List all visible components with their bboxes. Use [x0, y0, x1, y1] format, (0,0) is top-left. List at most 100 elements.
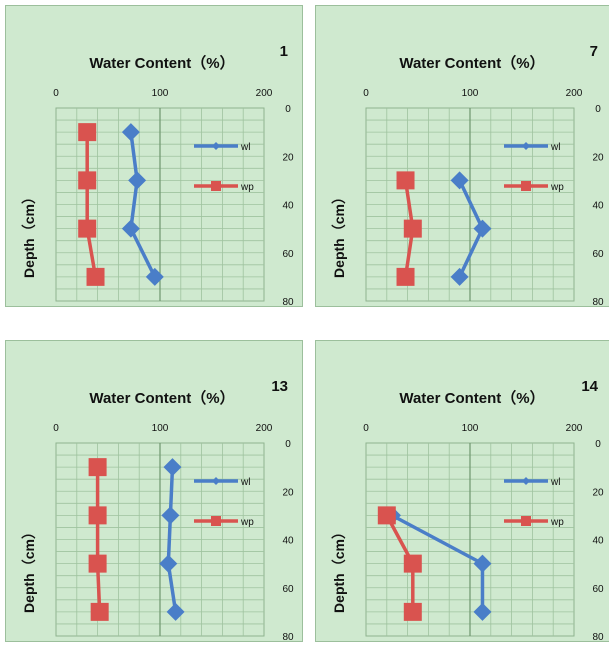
panel-label: 14 [581, 378, 598, 395]
data-point-wl [161, 506, 180, 525]
x-tick-label: 200 [566, 88, 583, 99]
legend-label-wl: wl [550, 142, 560, 153]
x-tick-label: 100 [152, 88, 169, 99]
data-point-wp [86, 267, 105, 286]
data-point-wp [88, 458, 107, 477]
chart-svg: Water Content（%） 13 0 100 200 0 20 40 60 80 Depth（… [21, 378, 294, 642]
series-wl [121, 123, 164, 286]
y-tick-label: 40 [592, 201, 604, 212]
y-tick-label: 0 [285, 104, 291, 115]
legend-label-wp: wp [240, 517, 254, 528]
y-axis-label: Depth（cm） [331, 190, 347, 278]
series-wl [450, 171, 492, 286]
legend-label-wl: wl [240, 142, 250, 153]
series-line-wl [129, 131, 157, 278]
legend-label-wp: wp [550, 182, 564, 193]
legend: wl wp [194, 477, 254, 528]
data-point-wp [78, 123, 97, 142]
y-axis-label: Depth（cm） [331, 525, 347, 613]
y-tick-label: 0 [595, 439, 601, 450]
chart-svg: Water Content（%） 14 0 100 200 0 20 40 60 80 Depth（… [331, 378, 604, 642]
series-line-wl [166, 467, 178, 613]
legend-label-wl: wl [240, 477, 250, 488]
chart-svg: Water Content（%） 1 0 100 200 0 20 40 60 80 Depth（c… [21, 43, 294, 307]
series-wp [78, 123, 105, 286]
legend: wl wp [194, 142, 254, 193]
chart-panel-1: Water Content（%） 1 0 100 200 0 20 40 60 80 Depth（c… [5, 5, 303, 307]
x-tick-label: 0 [53, 88, 59, 99]
y-tick-label: 40 [592, 536, 604, 547]
data-point-wl [128, 171, 147, 190]
legend-marker-wl [212, 142, 220, 150]
data-point-wp [403, 219, 422, 238]
legend-marker-wp [211, 516, 221, 526]
x-tick-label: 100 [462, 423, 479, 434]
x-tick-label: 200 [256, 423, 273, 434]
x-tick-label: 0 [53, 423, 59, 434]
data-point-wl [121, 123, 140, 142]
data-point-wp [90, 602, 109, 621]
y-tick-label: 20 [282, 152, 294, 163]
panel-label: 1 [280, 43, 288, 60]
series-line-wp [95, 467, 102, 612]
y-tick-label: 40 [282, 536, 294, 547]
y-axis-label: Depth（cm） [21, 190, 37, 278]
data-point-wp [396, 171, 415, 190]
x-tick-label: 100 [152, 423, 169, 434]
data-point-wp [78, 219, 97, 238]
data-point-wp [403, 602, 422, 621]
y-tick-label: 20 [592, 152, 604, 163]
data-point-wl [159, 554, 178, 573]
legend-marker-wl [212, 477, 220, 485]
data-point-wl [166, 602, 185, 621]
chart-svg: Water Content（%） 7 0 100 200 0 20 40 60 80 Depth（c… [331, 43, 604, 307]
data-point-wl [473, 602, 492, 621]
series-line-wp [85, 132, 98, 278]
x-tick-label: 200 [256, 88, 273, 99]
data-point-wp [78, 171, 97, 190]
data-point-wp [88, 506, 107, 525]
data-point-wl [473, 554, 492, 573]
y-tick-label: 60 [282, 584, 294, 595]
legend-marker-wl [522, 477, 530, 485]
legend-marker-wp [521, 181, 531, 191]
y-tick-label: 60 [282, 249, 294, 260]
y-tick-label: 60 [592, 249, 604, 260]
data-point-wp [396, 267, 415, 286]
y-tick-label: 0 [285, 439, 291, 450]
legend: wl wp [504, 477, 564, 528]
y-tick-label: 80 [592, 297, 604, 307]
y-tick-label: 60 [592, 584, 604, 595]
legend: wl wp [504, 142, 564, 193]
y-tick-label: 40 [282, 201, 294, 212]
y-tick-label: 0 [595, 104, 601, 115]
legend-label-wp: wp [550, 517, 564, 528]
legend-marker-wp [521, 516, 531, 526]
x-tick-label: 0 [363, 88, 369, 99]
chart-panel-7: Water Content（%） 7 0 100 200 0 20 40 60 80 Depth（c… [315, 5, 609, 307]
y-tick-label: 80 [282, 632, 294, 642]
x-tick-label: 100 [462, 88, 479, 99]
data-point-wp [88, 554, 107, 573]
x-tick-label: 0 [363, 423, 369, 434]
legend-marker-wp [211, 181, 221, 191]
chart-title: Water Content（%） [399, 54, 544, 72]
data-point-wl [163, 458, 182, 477]
chart-title: Water Content（%） [89, 54, 234, 72]
data-point-wl [450, 171, 469, 190]
data-point-wp [403, 554, 422, 573]
legend-label-wl: wl [550, 477, 560, 488]
y-tick-label: 20 [282, 487, 294, 498]
y-tick-label: 80 [282, 297, 294, 307]
chart-panel-13: Water Content（%） 13 0 100 200 0 20 40 60 80 Depth（… [5, 340, 303, 642]
data-point-wp [377, 506, 396, 525]
y-tick-label: 80 [592, 632, 604, 642]
x-tick-label: 200 [566, 423, 583, 434]
data-point-wl [473, 219, 492, 238]
series-wp [377, 506, 422, 621]
chart-panel-14: Water Content（%） 14 0 100 200 0 20 40 60 80 Depth（… [315, 340, 609, 642]
y-axis-label: Depth（cm） [21, 525, 37, 613]
chart-title: Water Content（%） [399, 389, 544, 407]
legend-label-wp: wp [240, 182, 254, 193]
series-wp [396, 171, 422, 286]
